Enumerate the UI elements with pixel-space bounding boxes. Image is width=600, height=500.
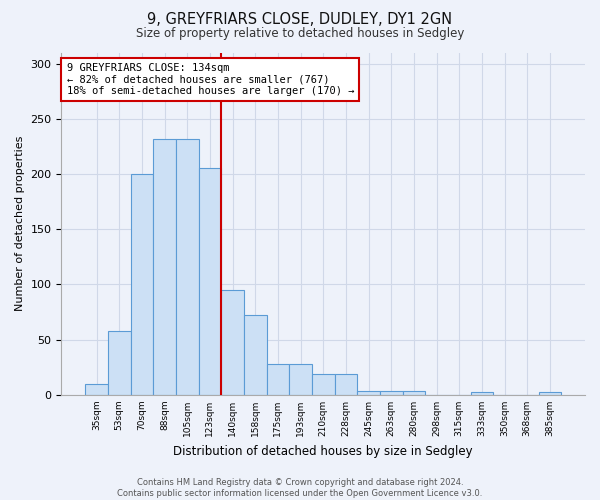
Bar: [85, 384, 108, 395]
Bar: [153, 138, 176, 395]
Text: 9 GREYFRIARS CLOSE: 134sqm
← 82% of detached houses are smaller (767)
18% of sem: 9 GREYFRIARS CLOSE: 134sqm ← 82% of deta…: [67, 63, 354, 96]
Bar: [403, 390, 425, 395]
Y-axis label: Number of detached properties: Number of detached properties: [15, 136, 25, 312]
X-axis label: Distribution of detached houses by size in Sedgley: Distribution of detached houses by size …: [173, 444, 473, 458]
Text: Size of property relative to detached houses in Sedgley: Size of property relative to detached ho…: [136, 28, 464, 40]
Bar: [289, 364, 312, 395]
Bar: [335, 374, 357, 395]
Bar: [108, 331, 131, 395]
Bar: [470, 392, 493, 395]
Bar: [539, 392, 561, 395]
Text: 9, GREYFRIARS CLOSE, DUDLEY, DY1 2GN: 9, GREYFRIARS CLOSE, DUDLEY, DY1 2GN: [148, 12, 452, 28]
Bar: [131, 174, 153, 395]
Text: Contains HM Land Registry data © Crown copyright and database right 2024.
Contai: Contains HM Land Registry data © Crown c…: [118, 478, 482, 498]
Bar: [221, 290, 244, 395]
Bar: [380, 390, 403, 395]
Bar: [176, 138, 199, 395]
Bar: [312, 374, 335, 395]
Bar: [266, 364, 289, 395]
Bar: [244, 316, 266, 395]
Bar: [357, 390, 380, 395]
Bar: [199, 168, 221, 395]
